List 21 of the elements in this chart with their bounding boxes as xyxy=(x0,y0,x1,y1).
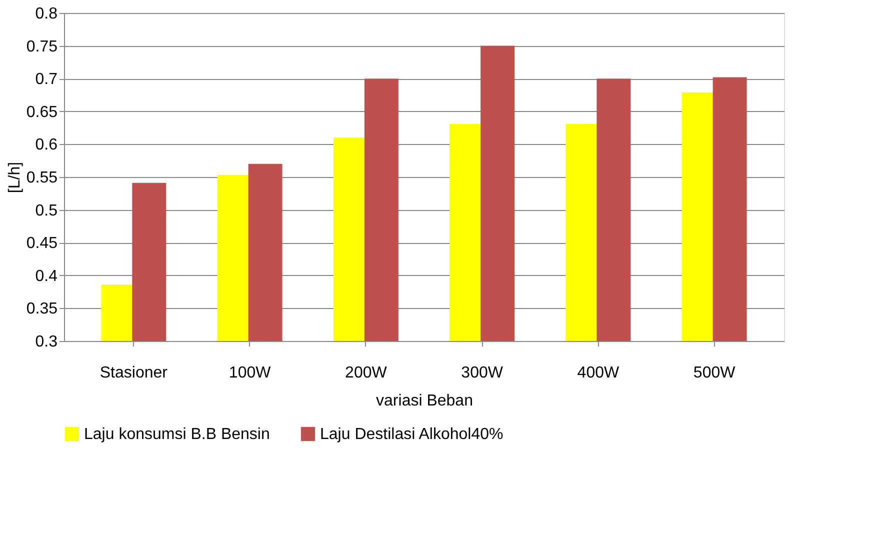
x-tick-label: 100W xyxy=(228,364,272,382)
x-axis-title: variasi Beban xyxy=(376,392,473,410)
y-tick-label: 0.5 xyxy=(35,202,58,220)
y-tick-label: 0.4 xyxy=(35,268,58,285)
y-tick-label: 0.75 xyxy=(26,38,58,56)
y-tick-label: 0.45 xyxy=(26,235,58,252)
x-tick-label: 200W xyxy=(345,364,388,382)
y-tick-label: 0.65 xyxy=(26,104,58,121)
x-tick-label: 400W xyxy=(577,364,620,382)
legend-label: Laju Destilasi Alkohol40% xyxy=(320,426,504,443)
y-tick-label: 0.6 xyxy=(35,136,58,154)
y-tick-label: 0.8 xyxy=(35,6,58,22)
legend-label: Laju konsumsi B.B Bensin xyxy=(84,426,270,443)
y-axis-title: [L/h] xyxy=(6,162,24,194)
x-tick-label: Stasioner xyxy=(100,364,168,382)
x-tick-label: 300W xyxy=(461,364,504,382)
y-tick-label: 0.55 xyxy=(26,170,58,186)
y-tick-label: 0.7 xyxy=(35,71,58,88)
y-tick-label: 0.3 xyxy=(35,334,58,350)
y-tick-label: 0.35 xyxy=(26,300,58,318)
x-tick-label: 500W xyxy=(693,364,736,382)
